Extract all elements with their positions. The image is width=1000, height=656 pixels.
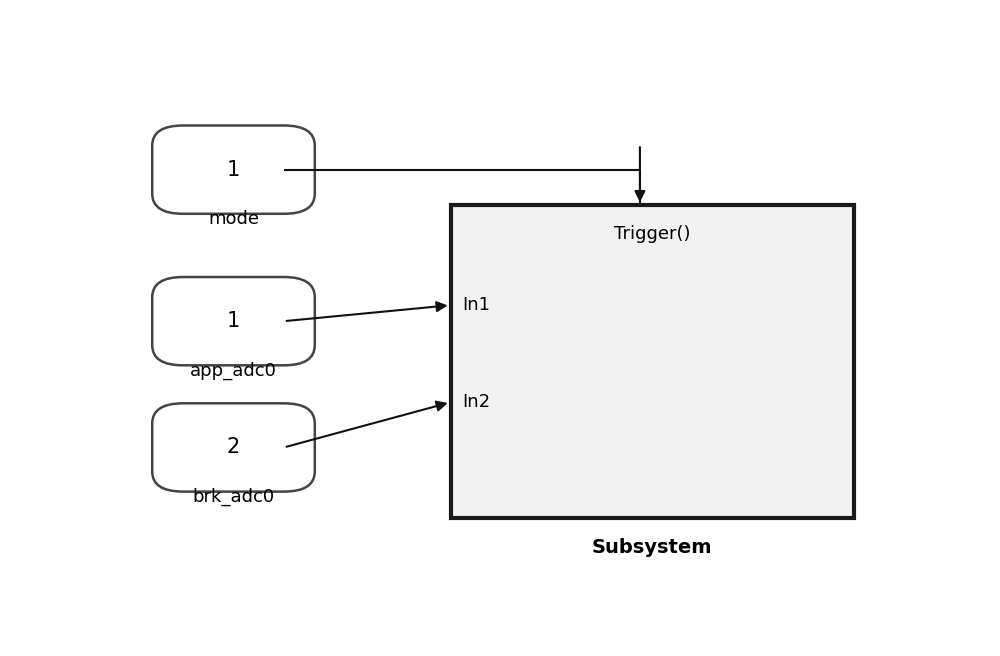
Text: In2: In2 [462, 394, 490, 411]
FancyBboxPatch shape [450, 205, 854, 518]
FancyBboxPatch shape [152, 277, 315, 365]
Text: Subsystem: Subsystem [592, 539, 712, 558]
Text: 2: 2 [227, 438, 240, 457]
Text: mode: mode [208, 210, 259, 228]
Text: Trigger(): Trigger() [614, 225, 690, 243]
Text: In1: In1 [462, 297, 490, 314]
Text: 1: 1 [227, 159, 240, 180]
FancyBboxPatch shape [152, 403, 315, 491]
Text: app_adc0: app_adc0 [190, 361, 277, 380]
Text: 1: 1 [227, 311, 240, 331]
Text: brk_adc0: brk_adc0 [192, 487, 275, 506]
FancyBboxPatch shape [152, 125, 315, 214]
